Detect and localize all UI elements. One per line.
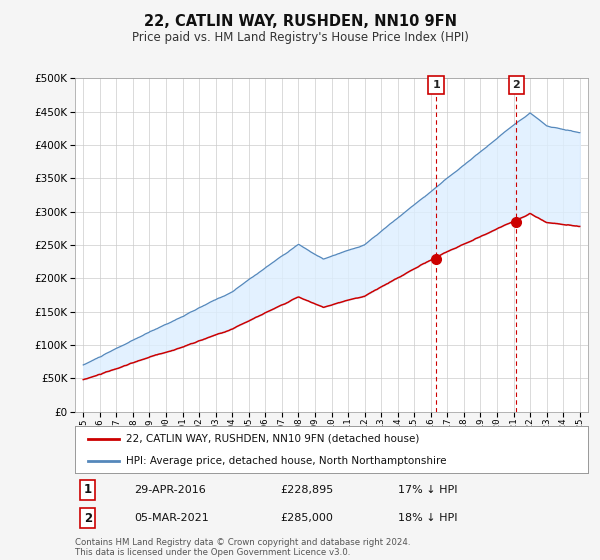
Text: 17% ↓ HPI: 17% ↓ HPI	[398, 485, 458, 495]
Text: £228,895: £228,895	[280, 485, 334, 495]
Text: 2: 2	[512, 80, 520, 90]
Text: £285,000: £285,000	[280, 513, 333, 523]
Text: 1: 1	[84, 483, 92, 496]
Text: 22, CATLIN WAY, RUSHDEN, NN10 9FN: 22, CATLIN WAY, RUSHDEN, NN10 9FN	[143, 14, 457, 29]
Text: Contains HM Land Registry data © Crown copyright and database right 2024.
This d: Contains HM Land Registry data © Crown c…	[75, 538, 410, 557]
Text: 05-MAR-2021: 05-MAR-2021	[134, 513, 209, 523]
Text: Price paid vs. HM Land Registry's House Price Index (HPI): Price paid vs. HM Land Registry's House …	[131, 31, 469, 44]
Text: 1: 1	[433, 80, 440, 90]
Text: HPI: Average price, detached house, North Northamptonshire: HPI: Average price, detached house, Nort…	[127, 456, 447, 466]
Text: 29-APR-2016: 29-APR-2016	[134, 485, 206, 495]
Text: 22, CATLIN WAY, RUSHDEN, NN10 9FN (detached house): 22, CATLIN WAY, RUSHDEN, NN10 9FN (detac…	[127, 434, 419, 444]
Text: 18% ↓ HPI: 18% ↓ HPI	[398, 513, 458, 523]
Text: 2: 2	[84, 512, 92, 525]
